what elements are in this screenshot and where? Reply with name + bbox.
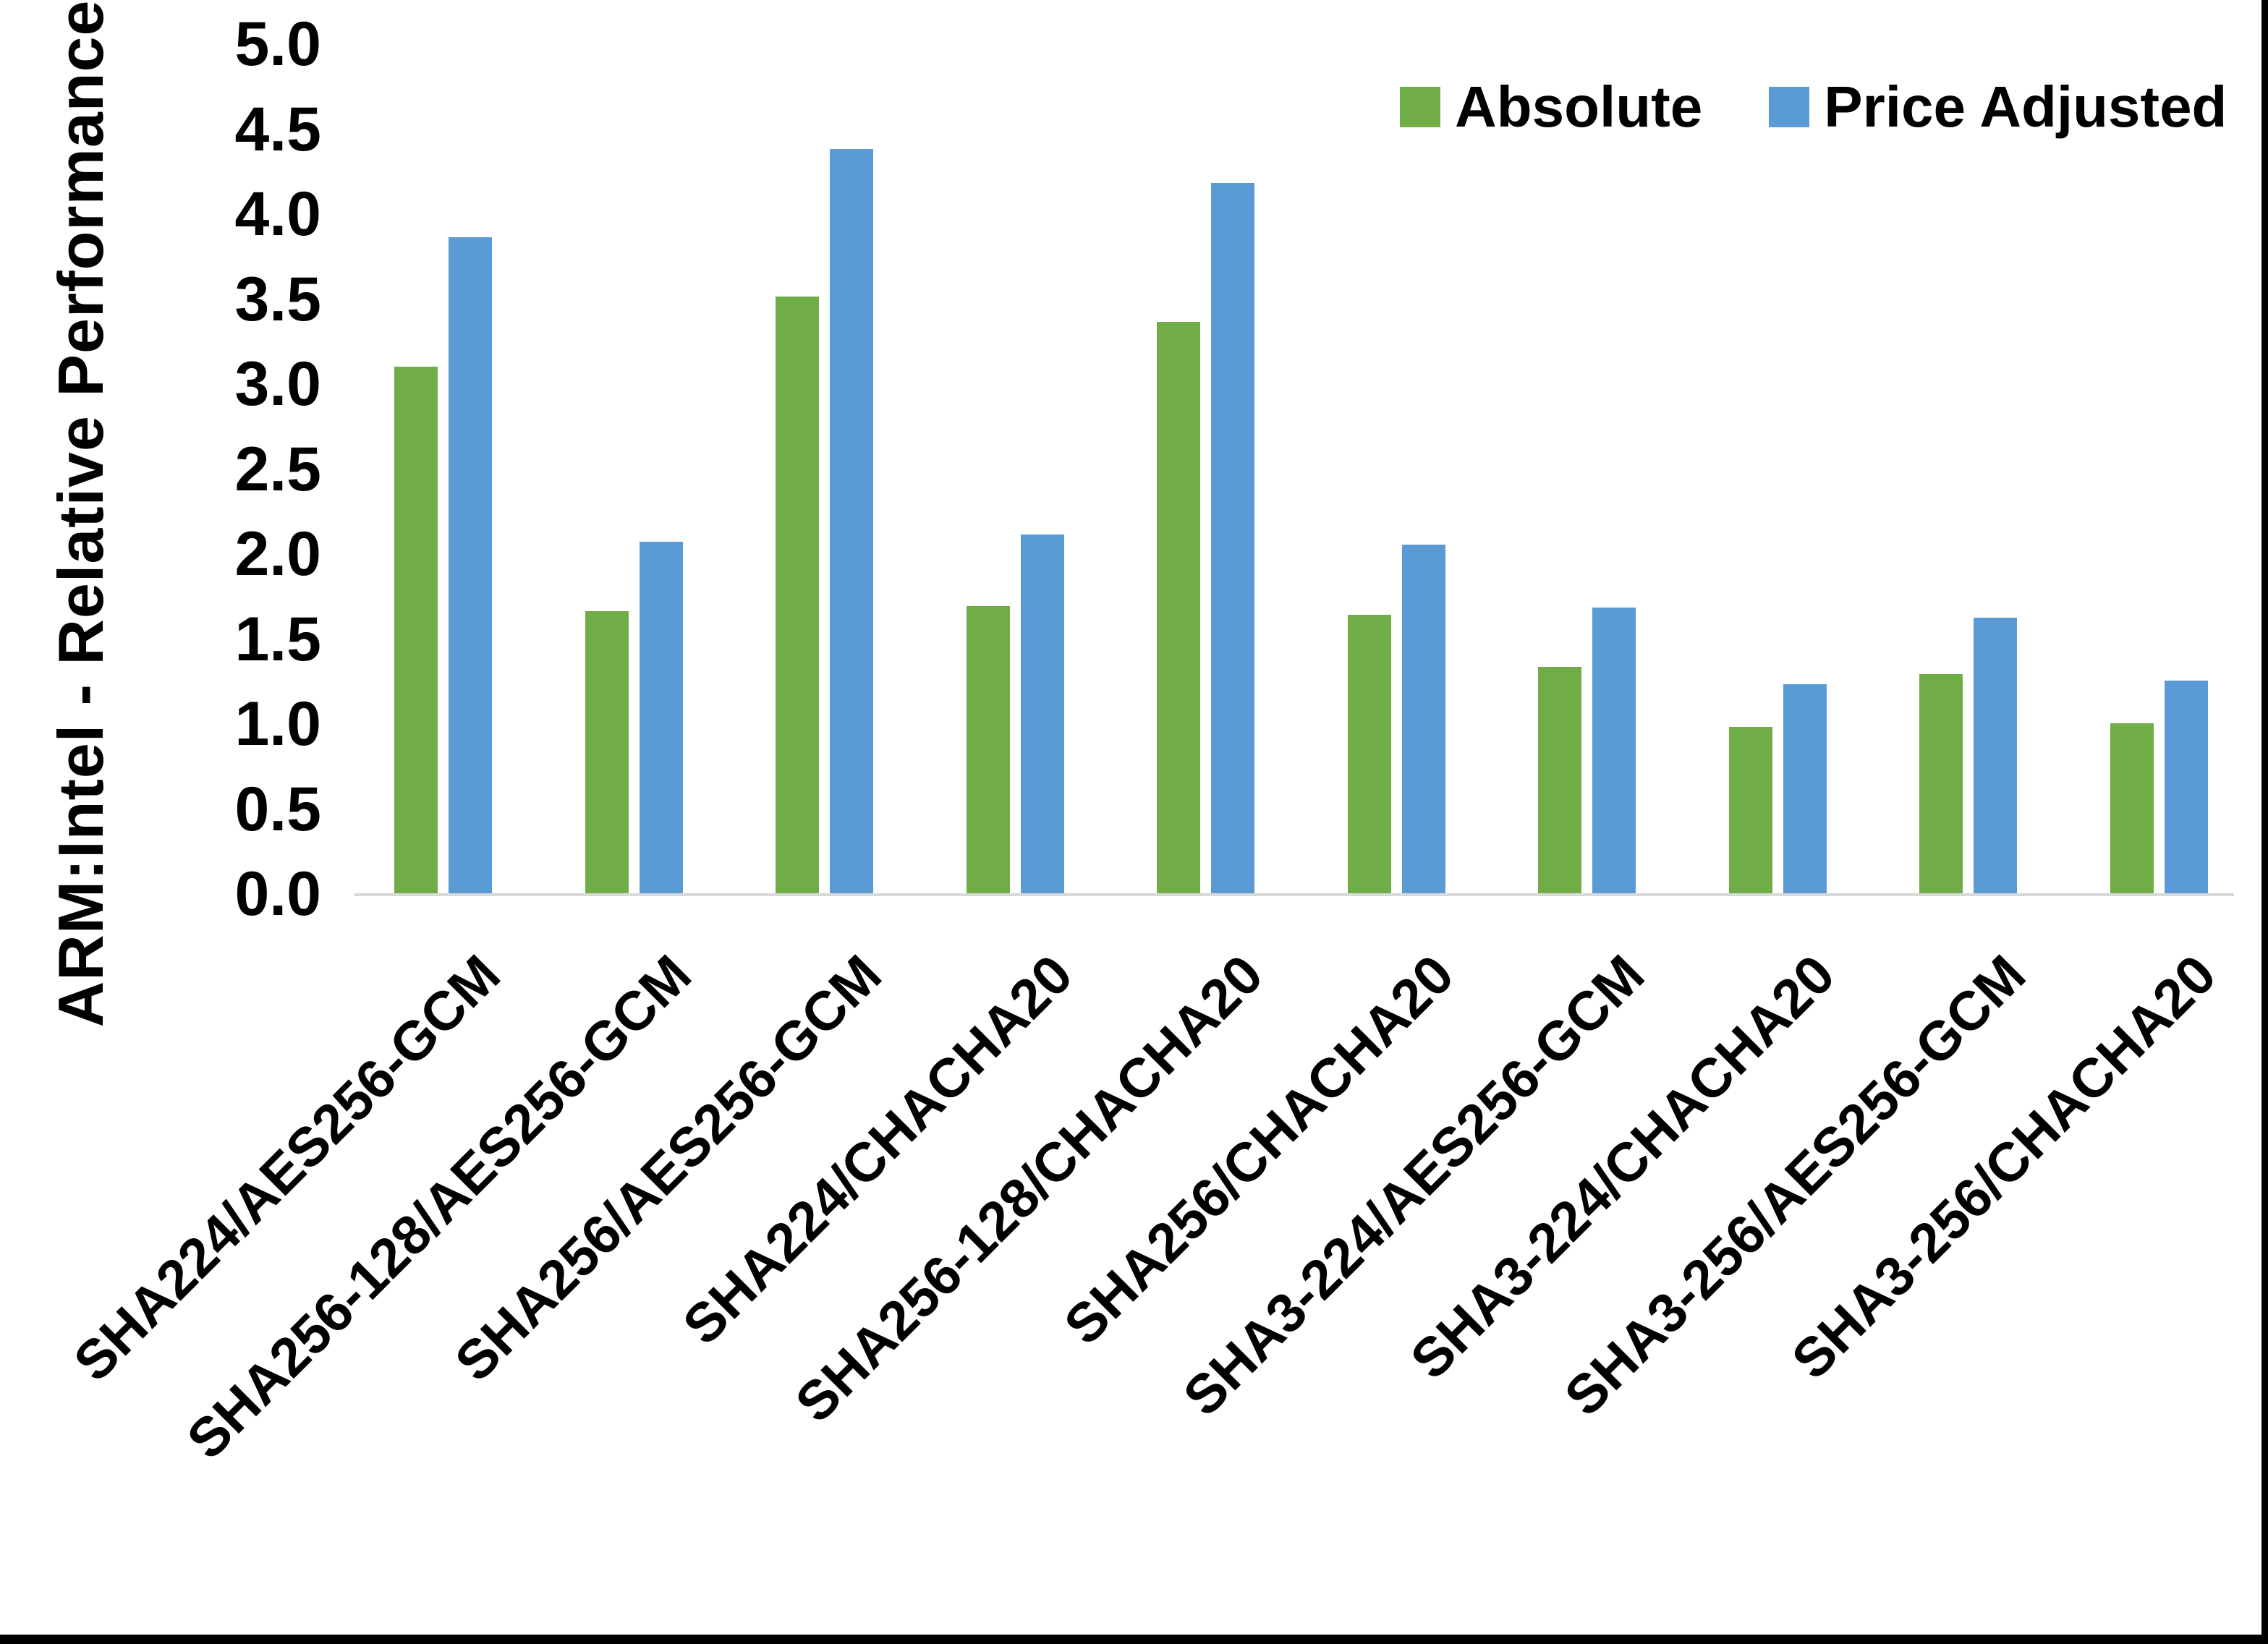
y-axis-tick-1.0: 1.0 (234, 689, 321, 759)
x-axis-category-label-sha224/chacha20: SHA224/CHACHA20 (671, 943, 1084, 1357)
x-axis-baseline (354, 893, 2234, 896)
bar-absolute-sha3-224/chacha20 (1728, 726, 1772, 893)
bar-price-adjusted-sha256-128/chacha20 (1211, 182, 1254, 893)
y-axis-tick-2.5: 2.5 (234, 434, 321, 504)
bar-absolute-sha3-256/aes256-gcm (1919, 673, 1963, 893)
y-axis-tick-0.5: 0.5 (234, 774, 321, 844)
plot-area (354, 43, 2235, 896)
bar-price-adjusted-sha224/chacha20 (1020, 534, 1064, 893)
x-axis-category-label-sha256/chacha20: SHA256/CHACHA20 (1052, 943, 1466, 1357)
bar-absolute-sha256-128/chacha20 (1157, 322, 1200, 893)
bar-absolute-sha256-128/aes256-gcm (585, 610, 629, 893)
bar-price-adjusted-sha256/aes256-gcm (830, 148, 873, 893)
bar-absolute-sha224/chacha20 (966, 605, 1010, 893)
bar-price-adjusted-sha3-256/aes256-gcm (1974, 618, 2017, 893)
legend-item-absolute: Absolute (1400, 78, 1702, 136)
y-axis-tick-0.0: 0.0 (234, 859, 321, 929)
y-axis-tick-4.0: 4.0 (234, 179, 321, 249)
bar-absolute-sha3-256/chacha20 (2110, 723, 2154, 893)
legend-item-price-adjusted: Price Adjusted (1769, 78, 2227, 136)
y-axis-tick-4.5: 4.5 (234, 94, 321, 164)
legend-label-absolute: Absolute (1455, 74, 1703, 139)
y-axis-tick-3.0: 3.0 (234, 349, 321, 419)
bar-absolute-sha256/chacha20 (1347, 614, 1391, 893)
bar-price-adjusted-sha3-224/chacha20 (1783, 683, 1827, 893)
y-axis-tick-5.0: 5.0 (234, 9, 321, 79)
bar-price-adjusted-sha3-224/aes256-gcm (1592, 608, 1636, 893)
y-axis-tick-1.5: 1.5 (234, 604, 321, 674)
legend: Absolute Price Adjusted (1400, 78, 2227, 136)
legend-swatch-absolute-icon (1400, 87, 1440, 127)
y-axis-tick-3.5: 3.5 (234, 264, 321, 334)
bar-price-adjusted-sha224/aes256-gcm (449, 237, 492, 893)
legend-label-price-adjusted: Price Adjusted (1824, 74, 2227, 139)
bar-price-adjusted-sha3-256/chacha20 (2164, 681, 2208, 893)
bar-absolute-sha3-224/aes256-gcm (1538, 667, 1581, 893)
legend-swatch-price-adjusted-icon (1769, 87, 1810, 127)
bar-price-adjusted-sha256/chacha20 (1401, 545, 1445, 893)
bar-absolute-sha224/aes256-gcm (394, 366, 438, 893)
bar-price-adjusted-sha256-128/aes256-gcm (639, 541, 683, 893)
y-axis-tick-2.0: 2.0 (234, 519, 321, 589)
bar-absolute-sha256/aes256-gcm (776, 297, 819, 893)
